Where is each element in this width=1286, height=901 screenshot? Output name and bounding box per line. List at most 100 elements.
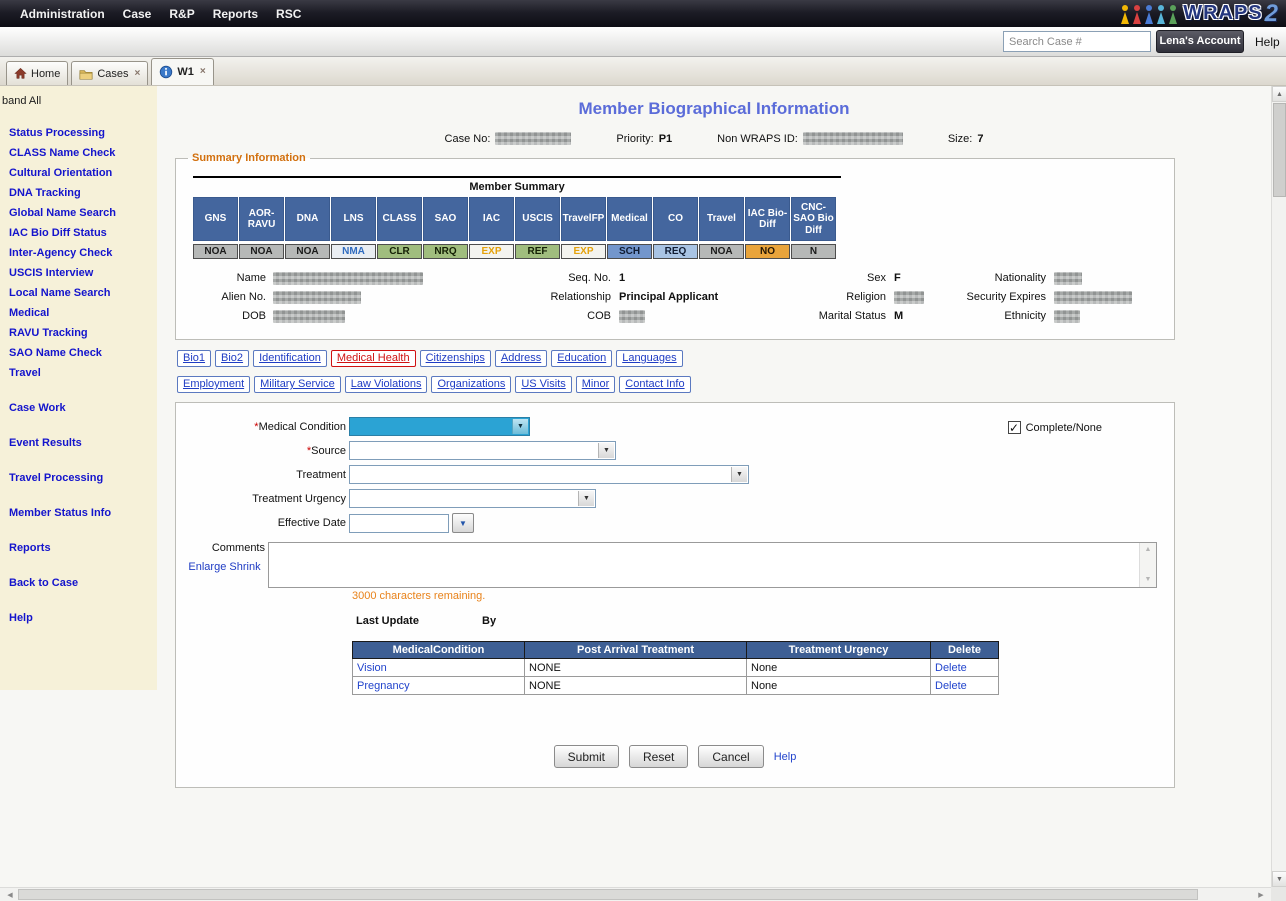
- sidebar-item[interactable]: Local Name Search: [2, 283, 153, 303]
- bio-tab[interactable]: Bio2: [215, 350, 249, 367]
- cancel-button[interactable]: Cancel: [698, 745, 763, 768]
- comments-row: Comments Enlarge Shrink ▲ ▼: [184, 542, 1166, 588]
- sidebar-item[interactable]: Reports: [2, 538, 153, 558]
- sidebar-item-label: Status Processing: [9, 127, 105, 139]
- source-label: *Source: [184, 445, 349, 457]
- bio-tab[interactable]: Law Violations: [345, 376, 428, 393]
- medical-condition-select[interactable]: ▼: [349, 417, 530, 436]
- treatment-cell: NONE: [525, 677, 747, 695]
- shrink-link[interactable]: Shrink: [229, 561, 260, 573]
- scroll-down-icon[interactable]: ▼: [1140, 573, 1156, 587]
- sidebar-item[interactable]: Help: [2, 608, 153, 628]
- search-case-input[interactable]: [1003, 31, 1151, 52]
- form-help-link[interactable]: Help: [774, 751, 797, 763]
- horizontal-scrollbar-thumb[interactable]: [18, 889, 1198, 900]
- bio-tab[interactable]: Minor: [576, 376, 616, 393]
- sidebar-item[interactable]: Inter-Agency Check: [2, 243, 153, 263]
- vertical-scrollbar-thumb[interactable]: [1273, 103, 1286, 197]
- vertical-scrollbar[interactable]: ▲ ▼: [1271, 86, 1286, 887]
- bio-tab[interactable]: Military Service: [254, 376, 341, 393]
- sidebar-item[interactable]: USCIS Interview: [2, 263, 153, 283]
- menu-item[interactable]: RSC: [276, 7, 301, 21]
- sidebar-item[interactable]: Status Processing: [2, 123, 153, 143]
- complete-checkbox[interactable]: ✓: [1008, 421, 1021, 434]
- utility-bar: Lena's Account Help: [0, 27, 1286, 57]
- tab-w1-close-icon[interactable]: ×: [200, 67, 206, 77]
- sidebar-item[interactable]: Back to Case: [2, 573, 153, 593]
- scroll-up-icon[interactable]: ▲: [1140, 543, 1156, 557]
- calendar-dropdown-button[interactable]: ▼: [452, 513, 474, 533]
- help-menu[interactable]: Help: [1255, 35, 1280, 49]
- tab-w1[interactable]: W1 ×: [151, 58, 213, 85]
- summary-column-header: CNC-SAO Bio Diff: [791, 197, 836, 241]
- effective-date-input[interactable]: [349, 514, 449, 533]
- bio-tab[interactable]: Citizenships: [420, 350, 491, 367]
- bio-tab[interactable]: Medical Health: [331, 350, 416, 367]
- sidebar-item[interactable]: Cultural Orientation: [2, 163, 153, 183]
- summary-status-cell: NOA: [193, 244, 238, 259]
- scroll-up-arrow-icon[interactable]: ▲: [1272, 86, 1286, 102]
- summary-column-header: GNS: [193, 197, 238, 241]
- sidebar-item[interactable]: Travel Processing: [2, 468, 153, 488]
- bio-tabs-row2: EmploymentMilitary ServiceLaw Violations…: [177, 376, 1271, 393]
- sidebar-item[interactable]: RAVU Tracking: [2, 323, 153, 343]
- treatment-urgency-select[interactable]: ▼: [349, 489, 596, 508]
- enlarge-link[interactable]: Enlarge: [188, 561, 226, 573]
- scroll-left-arrow-icon[interactable]: ◀: [2, 888, 18, 901]
- menu-item[interactable]: Reports: [213, 7, 258, 21]
- bio-tab[interactable]: Organizations: [431, 376, 511, 393]
- sidebar-item[interactable]: CLASS Name Check: [2, 143, 153, 163]
- scroll-down-arrow-icon[interactable]: ▼: [1272, 871, 1286, 887]
- table-header-row: MedicalCondition Post Arrival Treatment …: [353, 642, 999, 659]
- collapse-all-link[interactable]: band All: [2, 95, 153, 107]
- sidebar-item-label: Event Results: [9, 437, 82, 449]
- sidebar-item[interactable]: Travel: [2, 363, 153, 383]
- submit-button[interactable]: Submit: [554, 745, 619, 768]
- bio-tab[interactable]: Contact Info: [619, 376, 690, 393]
- summary-information-legend: Summary Information: [188, 152, 310, 164]
- scroll-right-arrow-icon[interactable]: ▶: [1253, 888, 1269, 901]
- sidebar-item[interactable]: Event Results: [2, 433, 153, 453]
- sidebar-item[interactable]: Medical: [2, 303, 153, 323]
- delete-link[interactable]: Delete: [935, 680, 967, 692]
- menu-item[interactable]: Case: [123, 7, 152, 21]
- effective-date-label: Effective Date: [184, 517, 349, 529]
- bio-tab[interactable]: Address: [495, 350, 547, 367]
- nationality-label: Nationality: [916, 272, 1046, 284]
- bio-tab[interactable]: Employment: [177, 376, 250, 393]
- bio-tab[interactable]: Identification: [253, 350, 327, 367]
- condition-link[interactable]: Pregnancy: [357, 680, 410, 692]
- tab-home[interactable]: Home: [6, 61, 68, 85]
- summary-column-header: AOR-RAVU: [239, 197, 284, 241]
- reset-button[interactable]: Reset: [629, 745, 688, 768]
- sidebar-item[interactable]: Global Name Search: [2, 203, 153, 223]
- bio-tab[interactable]: Education: [551, 350, 612, 367]
- horizontal-scrollbar[interactable]: ◀ ▶: [0, 887, 1271, 901]
- bio-tab[interactable]: Bio1: [177, 350, 211, 367]
- sidebar-item[interactable]: Member Status Info: [2, 503, 153, 523]
- sidebar-item[interactable]: SAO Name Check: [2, 343, 153, 363]
- menu-item[interactable]: R&P: [169, 7, 194, 21]
- condition-link[interactable]: Vision: [357, 662, 387, 674]
- tab-cases[interactable]: Cases ×: [71, 61, 148, 85]
- bio-tab[interactable]: Languages: [616, 350, 682, 367]
- textarea-scrollbar[interactable]: ▲ ▼: [1139, 543, 1156, 587]
- summary-status-cell: NRQ: [423, 244, 468, 259]
- sidebar-item[interactable]: Case Work: [2, 398, 153, 418]
- summary-status-cell: REQ: [653, 244, 698, 259]
- sidebar-item[interactable]: DNA Tracking: [2, 183, 153, 203]
- people-figures-icon: [1119, 3, 1181, 25]
- column-header-delete: Delete: [931, 642, 999, 659]
- delete-link[interactable]: Delete: [935, 662, 967, 674]
- comments-textarea[interactable]: ▲ ▼: [268, 542, 1157, 588]
- seq-no-value: 1: [619, 272, 625, 284]
- bio-tab[interactable]: US Visits: [515, 376, 571, 393]
- tab-cases-close-icon[interactable]: ×: [135, 69, 141, 79]
- sidebar-item[interactable]: IAC Bio Diff Status: [2, 223, 153, 243]
- summary-column-header: IAC Bio-Diff: [745, 197, 790, 241]
- account-button[interactable]: Lena's Account: [1156, 30, 1244, 53]
- source-select[interactable]: ▼: [349, 441, 616, 460]
- menu-item[interactable]: Administration: [20, 7, 105, 21]
- treatment-select[interactable]: ▼: [349, 465, 749, 484]
- case-info-row: Case No: Priority: P1 Non WRAPS ID: Size…: [157, 132, 1271, 145]
